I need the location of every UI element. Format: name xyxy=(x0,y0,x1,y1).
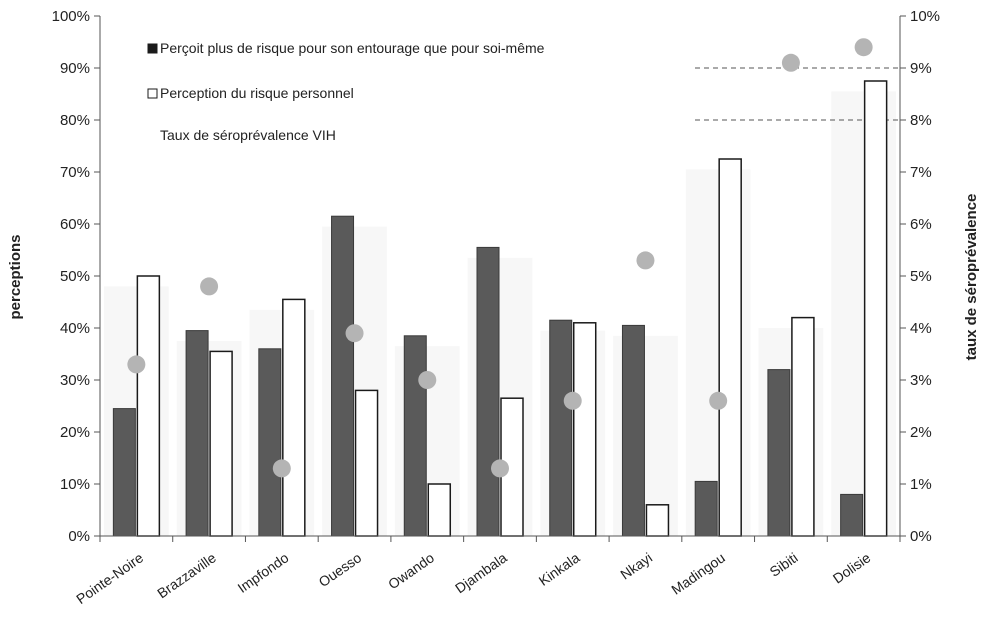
bar-personnel-dolisie xyxy=(863,80,888,537)
y2-tick-label: 4% xyxy=(910,320,932,337)
legend-swatch-personnel xyxy=(147,88,158,99)
bar-entourage-nkayi xyxy=(621,324,645,537)
y2-tick-label: 3% xyxy=(910,372,932,389)
bar-personnel-nkayi xyxy=(645,504,670,537)
category-label-dolisie: Dolisie xyxy=(830,549,874,586)
category-label-brazzaville: Brazzaville xyxy=(154,549,219,601)
y2-tick-label: 10% xyxy=(910,8,940,25)
point-seroprevalence-brazzaville xyxy=(200,277,219,296)
y-tick-label: 40% xyxy=(60,320,90,337)
y-tick-label: 60% xyxy=(60,216,90,233)
bar-entourage-madingou xyxy=(694,480,718,537)
bar-entourage-ouesso xyxy=(331,215,355,537)
bar-personnel-kinkala xyxy=(572,322,597,537)
bar-entourage-sibiti xyxy=(767,369,791,537)
bar-entourage-brazzaville xyxy=(185,330,209,537)
point-seroprevalence-madingou xyxy=(709,391,728,410)
bar-personnel-ouesso xyxy=(354,389,379,537)
bar-entourage-dolisie xyxy=(840,493,864,537)
bar-personnel-madingou xyxy=(718,158,742,537)
category-label-nkayi: Nkayi xyxy=(617,549,655,582)
y2-axis-title: taux de séroprévalence xyxy=(963,194,980,361)
y-tick-label: 50% xyxy=(60,268,90,285)
point-seroprevalence-impfondo xyxy=(272,459,291,478)
category-label-sibiti: Sibiti xyxy=(767,549,801,580)
point-seroprevalence-sibiti xyxy=(781,53,800,72)
point-seroprevalence-owando xyxy=(418,371,437,389)
y2-tick-label: 2% xyxy=(910,424,932,441)
legend-label-seroprevalence: Taux de séroprévalence VIH xyxy=(160,127,336,143)
legend-label-entourage: Perçoit plus de risque pour son entourag… xyxy=(160,40,545,56)
bar-entourage-kinkala xyxy=(549,319,573,537)
category-label-owando: Owando xyxy=(385,549,437,592)
y-tick-label: 80% xyxy=(60,112,90,129)
y-tick-label: 100% xyxy=(52,8,90,25)
y-tick-label: 20% xyxy=(60,424,90,441)
bar-personnel-owando xyxy=(427,483,452,537)
point-seroprevalence-pointe-noire xyxy=(127,355,146,374)
category-label-madingou: Madingou xyxy=(668,549,728,597)
y2-tick-label: 7% xyxy=(910,164,932,181)
category-label-djambala: Djambala xyxy=(452,549,510,596)
seroprevalence-points xyxy=(127,38,873,478)
category-label-ouesso: Ouesso xyxy=(316,549,365,590)
bar-personnel-impfondo xyxy=(282,298,306,537)
point-seroprevalence-dolisie xyxy=(854,38,873,57)
category-labels: Pointe-Noire Brazzaville Impfondo Ouesso Owa… xyxy=(73,549,873,607)
y2-tick-label: 8% xyxy=(910,112,932,129)
y-tick-label: 70% xyxy=(60,164,90,181)
point-seroprevalence-ouesso xyxy=(345,324,364,343)
y2-tick-label: 5% xyxy=(910,268,932,285)
category-label-pointe-noire: Pointe-Noire xyxy=(73,549,146,607)
y2-tick-label: 1% xyxy=(910,476,932,493)
legend-swatch-entourage xyxy=(147,43,158,54)
legend: Perçoit plus de risque pour son entourag… xyxy=(147,40,545,143)
bar-entourage-owando xyxy=(403,335,427,537)
y-axis-title: perceptions xyxy=(7,234,24,319)
legend-label-personnel: Perception du risque personnel xyxy=(160,85,354,101)
y2-tick-label: 9% xyxy=(910,60,932,77)
tick-labels: 0% 10% 20% 30% 40% 50% 60% 70% 80% 90% 100% 0% 1% 2% 3… xyxy=(52,8,940,545)
bar-entourage-impfondo xyxy=(258,348,282,537)
bar-personnel-brazzaville xyxy=(209,350,233,537)
y-tick-label: 30% xyxy=(60,372,90,389)
category-label-kinkala: Kinkala xyxy=(536,549,583,589)
y2-tick-label: 6% xyxy=(910,216,932,233)
bars xyxy=(112,80,888,537)
axes xyxy=(94,15,906,542)
bar-personnel-sibiti xyxy=(791,316,815,537)
bar-entourage-djambala xyxy=(476,246,500,537)
bar-entourage-pointe-noire xyxy=(112,408,136,537)
point-seroprevalence-djambala xyxy=(491,459,509,478)
y-tick-label: 90% xyxy=(60,60,90,77)
y2-tick-label: 0% xyxy=(910,528,932,545)
y-tick-label: 0% xyxy=(68,528,90,545)
bar-personnel-pointe-noire xyxy=(136,275,161,537)
y-tick-label: 10% xyxy=(60,476,90,493)
point-seroprevalence-kinkala xyxy=(563,391,582,410)
category-label-impfondo: Impfondo xyxy=(235,549,292,596)
point-seroprevalence-nkayi xyxy=(636,251,655,270)
